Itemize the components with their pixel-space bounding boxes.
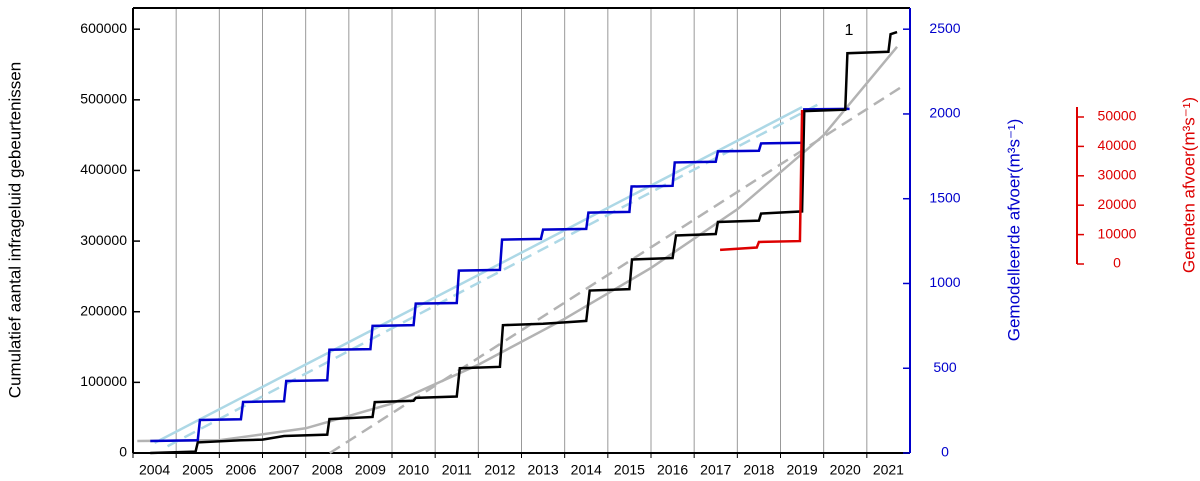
y3-axis-title: Gemeten afvoer(m³s⁻¹) — [1179, 97, 1198, 273]
series-line — [166, 102, 820, 448]
x-tick-label: 2021 — [873, 462, 904, 478]
x-tick-label: 2014 — [571, 462, 602, 478]
y2-tick-label: 1000 — [929, 274, 960, 290]
series-line — [137, 46, 899, 443]
y3-tick-label: 20000 — [1098, 196, 1137, 212]
y3-tick-label: 0 — [1113, 255, 1121, 271]
annotation: 1 — [845, 22, 854, 39]
x-tick-label: 2005 — [182, 462, 213, 478]
y3-tick-label: 40000 — [1098, 137, 1137, 153]
x-tick-label: 2017 — [700, 462, 731, 478]
x-tick-label: 2008 — [312, 462, 343, 478]
x-tick-label: 2004 — [139, 462, 170, 478]
x-tick-label: 2013 — [528, 462, 559, 478]
x-tick-label: 2011 — [442, 462, 472, 478]
y2-tick-label: 1500 — [929, 189, 960, 205]
x-tick-label: 2010 — [398, 462, 429, 478]
series-line — [150, 30, 898, 455]
x-tick-label: 2020 — [830, 462, 861, 478]
x-tick-label: 2015 — [614, 462, 645, 478]
y-axis-title: Cumulatief aantal infrageluid gebeurteni… — [5, 62, 24, 398]
y-tick-label: 500000 — [80, 91, 127, 107]
series-line — [150, 107, 850, 443]
y-tick-label: 0 — [119, 444, 127, 460]
x-tick-label: 2012 — [484, 462, 515, 478]
y2-axis-title: Gemodelleerde afvoer(m³s⁻¹) — [1004, 119, 1023, 342]
series-line — [719, 109, 804, 252]
y3-tick-label: 30000 — [1098, 167, 1137, 183]
y-tick-label: 600000 — [80, 20, 127, 36]
x-tick-label: 2006 — [225, 462, 256, 478]
x-tick-label: 2016 — [657, 462, 688, 478]
y3-tick-label: 10000 — [1098, 225, 1137, 241]
y-tick-label: 400000 — [80, 161, 127, 177]
y2-tick-label: 500 — [933, 359, 957, 375]
y-tick-label: 300000 — [80, 232, 127, 248]
y2-tick-label: 2500 — [929, 20, 960, 36]
x-tick-label: 2018 — [743, 462, 774, 478]
x-tick-label: 2019 — [787, 462, 818, 478]
y-tick-label: 100000 — [80, 373, 127, 389]
x-tick-label: 2009 — [355, 462, 386, 478]
y2-tick-label: 0 — [941, 444, 949, 460]
y3-tick-label: 50000 — [1098, 108, 1137, 124]
y-tick-label: 200000 — [80, 302, 127, 318]
y2-tick-label: 2000 — [929, 105, 960, 121]
x-tick-label: 2007 — [269, 462, 300, 478]
